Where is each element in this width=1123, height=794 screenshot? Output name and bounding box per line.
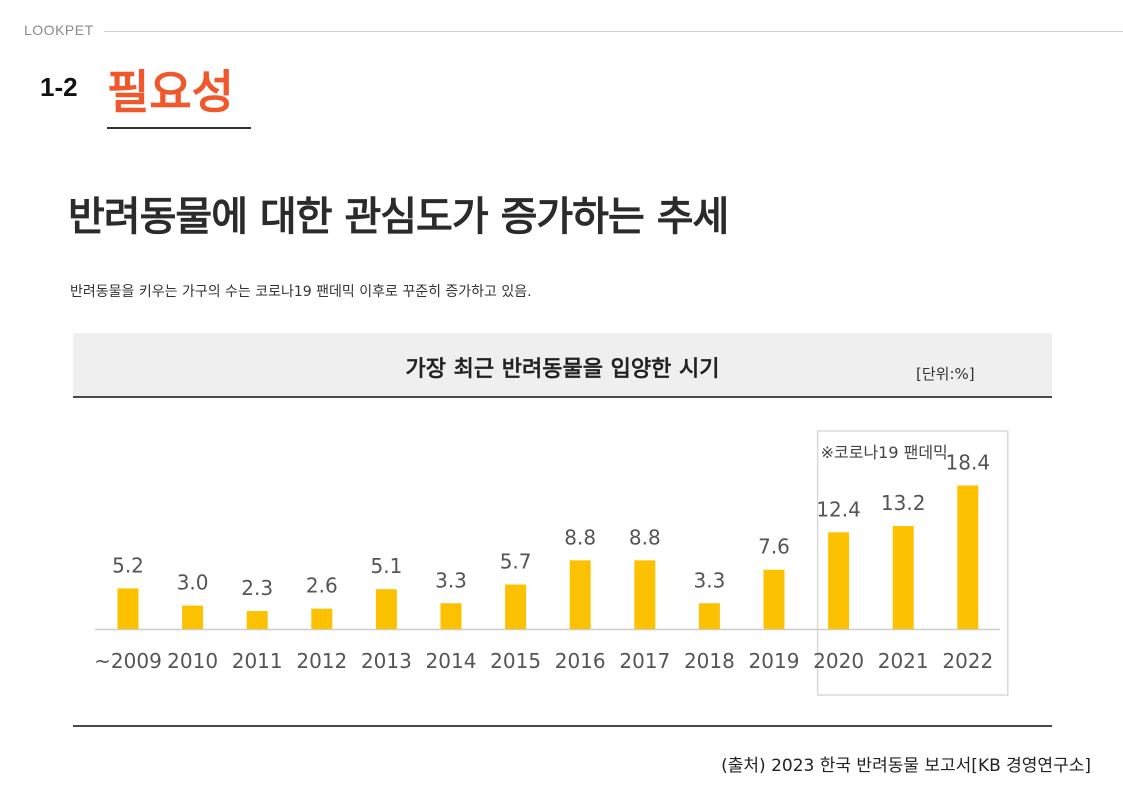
chart-unit: [단위:%]	[916, 365, 975, 383]
source-citation: (출처) 2023 한국 반려동물 보고서[KB 경영연구소]	[721, 756, 1091, 776]
bar	[440, 603, 462, 629]
bar-value-label: 8.8	[564, 525, 596, 549]
x-tick-label: 2018	[684, 649, 735, 673]
chart-bottom-rule	[73, 725, 1052, 727]
bar-value-label: 12.4	[816, 497, 861, 521]
chart-header: 가장 최근 반려동물을 입양한 시기 [단위:%]	[73, 333, 1052, 398]
x-tick-label: 2020	[813, 649, 864, 673]
x-tick-label: 2013	[361, 649, 412, 673]
section-title-underline	[107, 127, 251, 129]
x-tick-label: ~2009	[94, 649, 162, 673]
section-number: 1-2	[40, 72, 78, 102]
page-subtext: 반려동물을 키우는 가구의 수는 코로나19 팬데믹 이후로 꾸준히 증가하고 …	[70, 284, 532, 300]
bar-value-label: 18.4	[946, 450, 991, 474]
bar-value-label: 2.3	[241, 576, 273, 600]
x-tick-label: 2011	[232, 649, 283, 673]
bar-value-label: 3.3	[435, 568, 467, 592]
x-tick-label: 2015	[490, 649, 541, 673]
bar	[505, 584, 527, 629]
bar-value-label: 13.2	[881, 491, 926, 515]
bar-value-label: 5.7	[500, 550, 532, 574]
bar	[117, 588, 139, 629]
bar-value-label: 2.6	[306, 574, 338, 598]
bar	[311, 608, 333, 629]
bar	[892, 526, 914, 629]
page-headline: 반려동물에 대한 관심도가 증가하는 추세	[68, 194, 729, 240]
bar	[375, 589, 397, 629]
x-tick-label: 2014	[426, 649, 477, 673]
x-tick-label: 2019	[749, 649, 800, 673]
pandemic-highlight-box	[816, 430, 1009, 696]
bar	[634, 560, 656, 629]
bar	[698, 603, 720, 629]
bar	[569, 560, 591, 629]
bar-value-label: 5.1	[370, 554, 402, 578]
x-tick-label: 2017	[619, 649, 670, 673]
section-title: 필요성	[107, 65, 234, 119]
x-tick-label: 2021	[878, 649, 929, 673]
x-tick-label: 2012	[296, 649, 347, 673]
bar-value-label: 3.3	[693, 568, 725, 592]
brand-divider	[104, 31, 1123, 32]
x-tick-label: 2010	[167, 649, 218, 673]
bar-value-label: 5.2	[112, 553, 144, 577]
bar	[828, 532, 850, 629]
bar	[246, 611, 268, 629]
bar	[763, 569, 785, 629]
pandemic-highlight-label: ※코로나19 팬데믹	[821, 443, 948, 462]
bar-value-label: 7.6	[758, 535, 790, 559]
x-tick-label: 2022	[942, 649, 993, 673]
bar-value-label: 8.8	[629, 525, 661, 549]
chart-title: 가장 최근 반려동물을 입양한 시기	[405, 357, 720, 382]
bar-value-label: 3.0	[177, 571, 209, 595]
bar	[182, 605, 204, 629]
x-tick-label: 2016	[555, 649, 606, 673]
bar	[957, 485, 979, 629]
brand-label: LOOKPET	[24, 22, 94, 38]
